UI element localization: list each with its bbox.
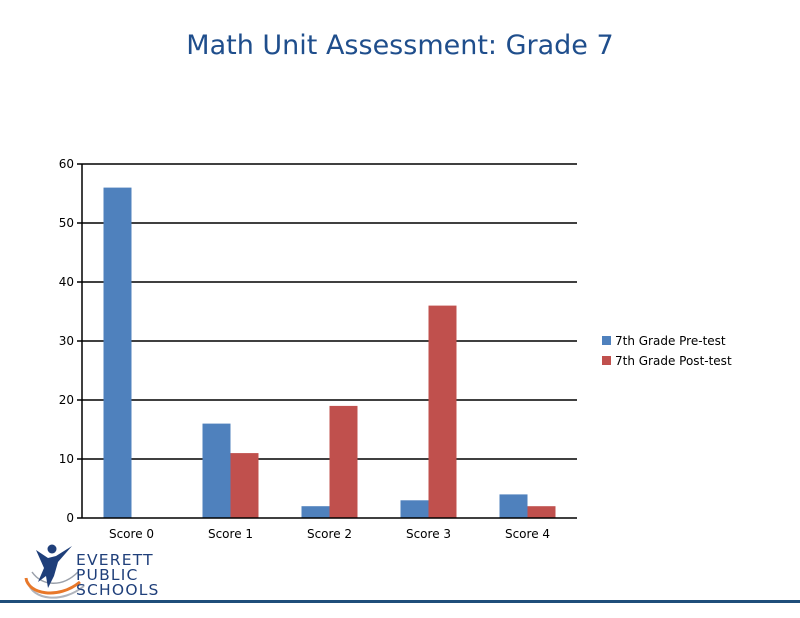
y-tick-label: 30 [59, 334, 74, 348]
x-tick-label: Score 4 [505, 527, 550, 541]
bar [428, 305, 457, 518]
y-tick-label: 20 [59, 393, 74, 407]
legend: 7th Grade Pre-test 7th Grade Post-test [602, 334, 732, 368]
axes [77, 163, 577, 519]
everett-public-schools-logo [24, 544, 85, 599]
gridlines [82, 163, 577, 460]
y-tick-label: 0 [66, 511, 74, 525]
bars [103, 187, 556, 518]
legend-swatch [602, 336, 611, 345]
x-tick-label: Score 3 [406, 527, 451, 541]
bar [329, 405, 358, 518]
legend-label: 7th Grade Post-test [615, 354, 732, 368]
logo-line-3: SCHOOLS [76, 581, 160, 599]
logo-wordmark: EVERETT PUBLIC SCHOOLS [76, 551, 160, 599]
bar [103, 187, 132, 518]
x-tick-label: Score 1 [208, 527, 253, 541]
bar [230, 453, 259, 518]
legend-label: 7th Grade Pre-test [615, 334, 726, 348]
x-tick-label: Score 0 [109, 527, 154, 541]
bar [400, 500, 429, 518]
chart-title: Math Unit Assessment: Grade 7 [186, 30, 614, 61]
x-tick-labels: Score 0 Score 1 Score 2 Score 3 Score 4 [109, 527, 550, 541]
bar [499, 494, 528, 518]
y-tick-label: 10 [59, 452, 74, 466]
x-tick-label: Score 2 [307, 527, 352, 541]
bar [527, 506, 556, 518]
logo-line-1: EVERETT [76, 551, 154, 569]
y-tick-label: 40 [59, 275, 74, 289]
y-tick-labels: 0 10 20 30 40 50 60 [59, 157, 74, 525]
bar [301, 506, 330, 518]
bar [202, 423, 231, 518]
legend-swatch [602, 356, 611, 365]
y-tick-label: 60 [59, 157, 74, 171]
logo-line-2: PUBLIC [76, 566, 139, 584]
footer-rule [0, 600, 800, 603]
y-tick-label: 50 [59, 216, 74, 230]
